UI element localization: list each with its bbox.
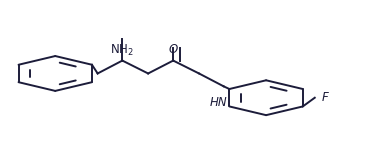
Text: NH$_2$: NH$_2$ xyxy=(110,43,134,58)
Text: HN: HN xyxy=(209,96,227,109)
Text: O: O xyxy=(169,43,178,56)
Text: F: F xyxy=(322,91,328,104)
